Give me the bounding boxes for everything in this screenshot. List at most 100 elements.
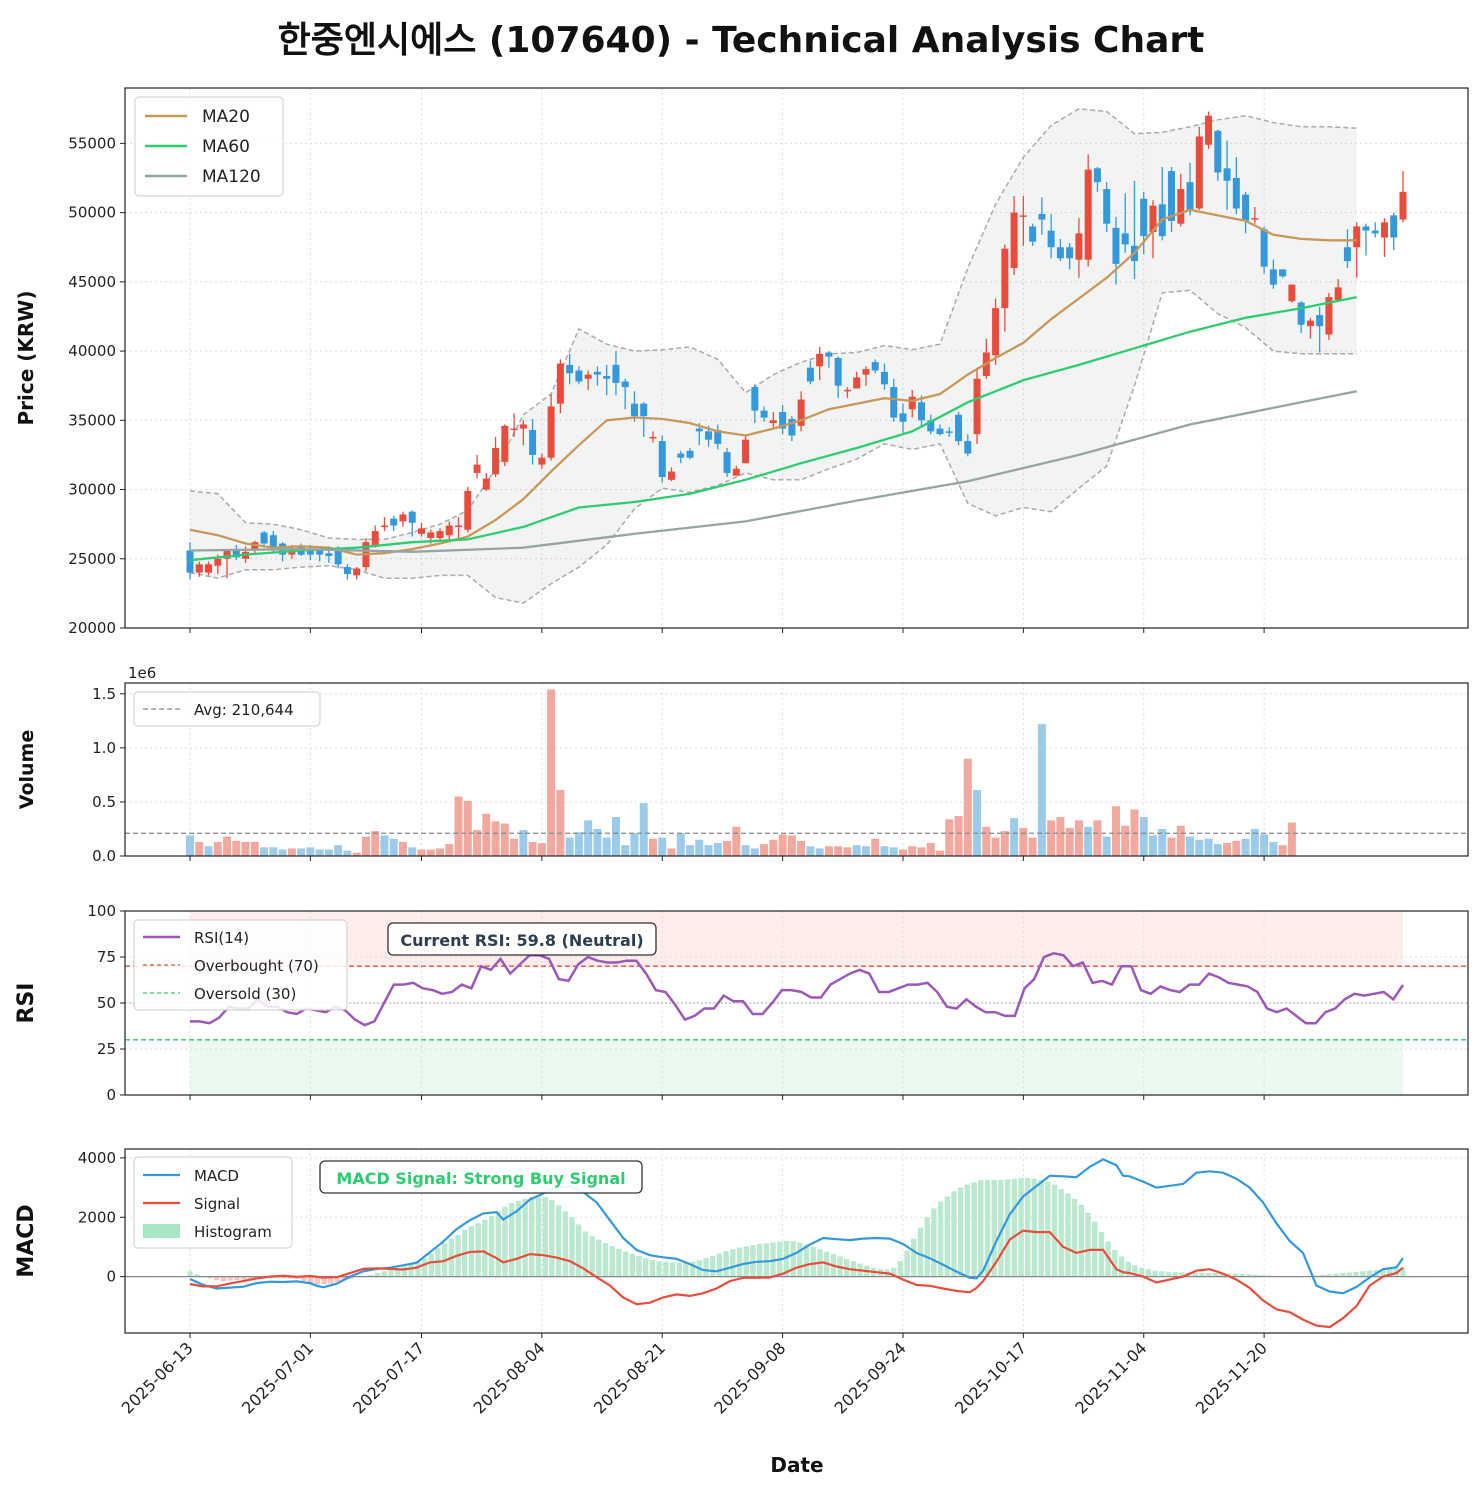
macd-histogram-bar bbox=[890, 1267, 897, 1277]
macd-histogram-bar bbox=[374, 1273, 381, 1277]
macd-histogram-bar bbox=[710, 1255, 716, 1277]
macd-histogram-bar bbox=[1380, 1269, 1386, 1277]
macd-histogram-bar bbox=[575, 1224, 582, 1277]
macd-histogram-bar bbox=[1025, 1178, 1031, 1277]
price-legend: MA20 MA60 MA120 bbox=[134, 96, 284, 197]
macd-histogram-bar bbox=[723, 1251, 729, 1277]
candle-body bbox=[714, 430, 722, 444]
volume-bar bbox=[917, 847, 926, 856]
macd-histogram-bar bbox=[1112, 1249, 1118, 1277]
volume-bar bbox=[1000, 831, 1009, 856]
rsi-annotation-box bbox=[387, 922, 657, 956]
candle-body bbox=[1288, 284, 1296, 302]
macd-histogram-bar bbox=[1071, 1198, 1078, 1277]
volume-bar bbox=[658, 837, 667, 856]
macd-histogram-bar bbox=[649, 1259, 656, 1277]
candle-body bbox=[732, 468, 740, 476]
macd-histogram-bar bbox=[508, 1203, 515, 1277]
x-tick-label: 2025-08-04 bbox=[470, 1338, 549, 1417]
volume-bar bbox=[889, 847, 898, 856]
volume-bar bbox=[352, 852, 361, 856]
volume-bar bbox=[473, 830, 482, 856]
volume-bar bbox=[1074, 820, 1083, 856]
volume-bar bbox=[686, 845, 695, 856]
volume-ytick-label: 0.5 bbox=[92, 793, 116, 811]
volume-bar bbox=[1287, 822, 1296, 856]
macd-histogram-bar bbox=[763, 1243, 770, 1277]
volume-bar bbox=[1176, 825, 1185, 856]
candle-body bbox=[1251, 218, 1259, 220]
rsi-ytick-label: 100 bbox=[87, 902, 116, 920]
macd-histogram-bar bbox=[1199, 1272, 1205, 1277]
volume-bar bbox=[436, 848, 445, 856]
candle-body bbox=[464, 490, 472, 530]
volume-bar bbox=[297, 848, 306, 856]
volume-scale-label: 1e6 bbox=[128, 664, 156, 682]
macd-histogram-bar bbox=[1018, 1178, 1024, 1277]
candle-body bbox=[1362, 226, 1370, 231]
volume-bar bbox=[1028, 837, 1037, 856]
macd-histogram-bar bbox=[917, 1227, 924, 1277]
macd-histogram-bar bbox=[348, 1276, 354, 1279]
macd-histogram-bar bbox=[622, 1251, 629, 1277]
volume-bar bbox=[667, 848, 676, 856]
candle-body bbox=[316, 550, 324, 555]
candle-body bbox=[806, 367, 814, 382]
macd-histogram-bar bbox=[790, 1241, 796, 1277]
volume-bar bbox=[852, 845, 861, 856]
volume-bar bbox=[269, 847, 278, 856]
candle-body bbox=[566, 364, 574, 374]
volume-bar bbox=[945, 819, 954, 856]
volume-bar bbox=[574, 832, 583, 856]
macd-histogram-bar bbox=[428, 1253, 434, 1277]
macd-histogram-bar bbox=[502, 1206, 508, 1277]
macd-histogram-bar bbox=[555, 1205, 562, 1277]
legend-label-ma20: MA20 bbox=[202, 107, 250, 127]
macd-histogram-bar bbox=[636, 1256, 642, 1277]
candle-body bbox=[251, 542, 259, 551]
rsi-legend-label: Overbought (70) bbox=[194, 957, 319, 975]
macd-histogram-bar bbox=[281, 1276, 287, 1279]
candle-body bbox=[492, 448, 500, 475]
macd-histogram-bar bbox=[944, 1196, 950, 1277]
volume-bar bbox=[482, 813, 491, 856]
candle-body bbox=[1066, 247, 1074, 259]
rsi-annotation: Current RSI: 59.8 (Neutral) bbox=[387, 922, 657, 956]
macd-legend-label: Histogram bbox=[194, 1223, 272, 1241]
volume-bar bbox=[1186, 836, 1195, 856]
candle-body bbox=[955, 414, 963, 442]
line-ma120 bbox=[189, 390, 1357, 553]
macd-histogram-bar bbox=[964, 1184, 971, 1277]
volume-bar bbox=[389, 838, 398, 856]
volume-bar bbox=[750, 848, 759, 856]
macd-histogram-bar bbox=[475, 1223, 481, 1277]
candle-body bbox=[195, 564, 203, 573]
candle-body bbox=[1260, 229, 1268, 267]
volume-bar bbox=[732, 826, 741, 856]
volume-bar bbox=[1084, 826, 1093, 856]
volume-bar bbox=[908, 846, 917, 856]
macd-histogram-bar bbox=[1051, 1184, 1058, 1277]
candle-body bbox=[269, 535, 277, 548]
bollinger-upper-line bbox=[189, 108, 1357, 541]
macd-histogram-bar bbox=[488, 1215, 495, 1277]
volume-bar bbox=[565, 837, 574, 856]
rsi-ytick-label: 50 bbox=[97, 994, 116, 1012]
candle-body bbox=[779, 412, 787, 429]
macd-histogram-bar bbox=[334, 1276, 341, 1282]
macd-ytick-label: 2000 bbox=[78, 1208, 116, 1226]
candle-body bbox=[556, 363, 564, 404]
candle-body bbox=[482, 478, 490, 490]
macd-histogram-bar bbox=[1212, 1273, 1219, 1277]
macd-histogram-bar bbox=[247, 1276, 254, 1279]
macd-histogram-bar bbox=[1333, 1273, 1339, 1277]
price-ytick-label: 35000 bbox=[68, 411, 116, 429]
volume-bar bbox=[204, 846, 213, 856]
volume-bar bbox=[1019, 827, 1028, 856]
macd-histogram-bar bbox=[602, 1243, 609, 1277]
macd-histogram-bar bbox=[750, 1245, 756, 1277]
volume-bar bbox=[195, 841, 204, 856]
candle-body bbox=[1279, 269, 1287, 277]
candle-body bbox=[1390, 215, 1398, 238]
